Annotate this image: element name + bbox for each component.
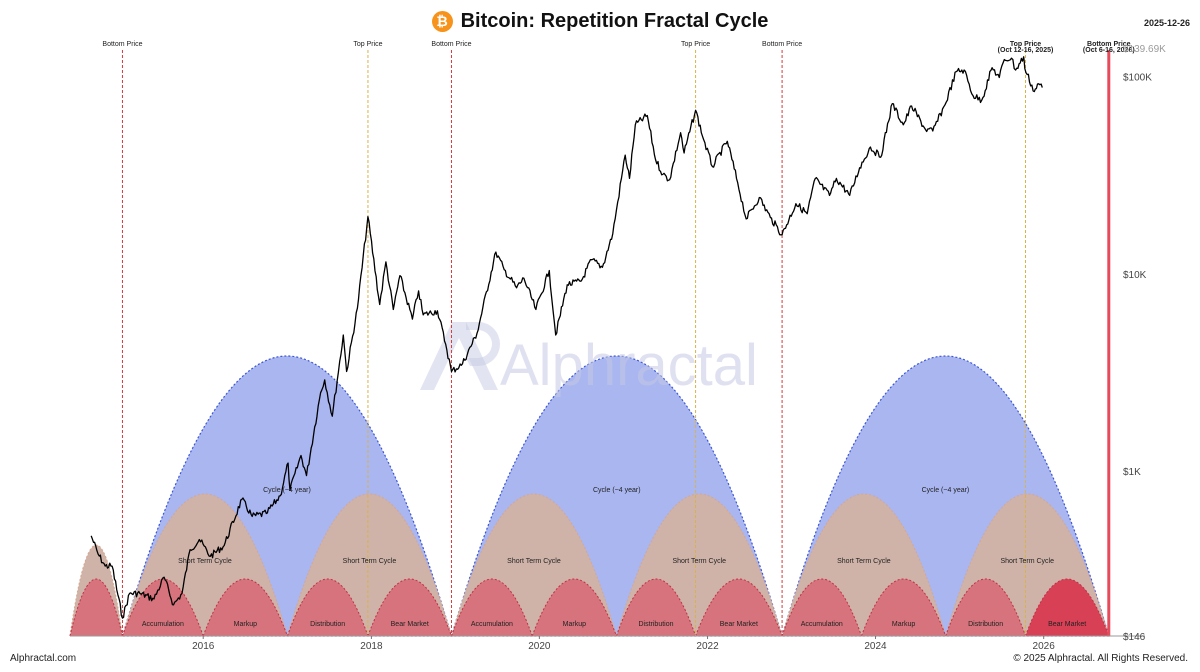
x-tick-label-4: 2022 (696, 641, 719, 652)
marker-label-4: Top Price (681, 41, 710, 48)
phase-arc-6 (450, 578, 533, 637)
phase-label-13: Bear Market (1048, 621, 1086, 628)
footer-copyright: © 2025 Alphractal. All Rights Reserved. (1013, 653, 1188, 664)
phase-arc-11 (860, 578, 947, 637)
phase-label-10: Accumulation (801, 621, 843, 628)
axes: 2016 2018 2020 2022 2024 2026 $139.69K $100K $10… (70, 44, 1166, 652)
phase-arc-1 (69, 578, 124, 637)
phase-label-3: Markup (234, 621, 257, 628)
cycle-label-2: Cycle (~4 year) (593, 487, 641, 494)
x-tick-label-1: 2016 (192, 641, 215, 652)
x-tick-label-5: 2024 (864, 641, 887, 652)
phase-arc-10 (781, 578, 863, 637)
chart-date: 2025-12-26 (1143, 18, 1190, 28)
marker-label-3: Bottom Price (431, 41, 471, 48)
phase-label-7: Markup (563, 621, 586, 628)
x-tick-label-3: 2020 (528, 641, 551, 652)
y-tick-label-1: $139.69K (1123, 44, 1166, 55)
phase-arc-5 (367, 578, 453, 637)
footer-site: Alphractal.com (10, 653, 77, 664)
short-cycle-label-4: Short Term Cycle (507, 558, 561, 565)
x-tick-label-6: 2026 (1033, 641, 1056, 652)
marker-label-7: Bottom Price (1087, 41, 1131, 48)
phase-label-9: Bear Market (720, 621, 758, 628)
phase-label-6: Accumulation (471, 621, 513, 628)
phase-arc-12 (944, 578, 1027, 637)
y-tick-label-4: $1K (1123, 467, 1141, 478)
marker-band-7 (1107, 50, 1111, 636)
phase-label-5: Bear Market (391, 621, 429, 628)
y-tick-label-2: $100K (1123, 73, 1152, 84)
vertical-markers: Bottom Price Top Price Bottom Price Top Pri… (102, 41, 1135, 636)
bitcoin-icon: ₿ (431, 10, 453, 32)
chart-title: Bitcoin: Repetition Fractal Cycle (460, 9, 769, 32)
short-cycle-label-7: Short Term Cycle (1000, 558, 1054, 565)
marker-label-6: Top Price (1010, 41, 1041, 48)
marker-label-5: Bottom Price (762, 41, 802, 48)
y-tick-label-3: $10K (1123, 270, 1147, 281)
phase-label-2: Accumulation (142, 621, 184, 628)
watermark-logo-icon (420, 322, 500, 390)
phase-label-8: Distribution (638, 621, 673, 628)
phase-arc-8 (615, 578, 697, 637)
short-cycle-label-2: Short Term Cycle (178, 558, 232, 565)
phase-arc-4 (286, 578, 369, 637)
cycle-label-3: Cycle (~4 year) (922, 487, 970, 494)
y-tick-label-5: $146 (1123, 632, 1146, 643)
cycle-label-1: Cycle (~4 year) (263, 487, 311, 494)
marker-label-1: Bottom Price (102, 41, 142, 48)
phase-label-12: Distribution (968, 621, 1003, 628)
short-cycle-label-3: Short Term Cycle (343, 558, 397, 565)
marker-label-2: Top Price (353, 41, 382, 48)
short-cycle-label-5: Short Term Cycle (672, 558, 726, 565)
short-cycle-label-6: Short Term Cycle (837, 558, 891, 565)
phase-arc-9 (694, 578, 783, 637)
phase-arc-7 (531, 578, 618, 637)
phase-label-4: Distribution (310, 621, 345, 628)
x-tick-label-2: 2018 (360, 641, 383, 652)
phase-label-11: Markup (892, 621, 915, 628)
cycle-labels: Cycle (~4 year) Cycle (~4 year) Cycle (~4 … (142, 487, 1086, 628)
chart-header: ₿ Bitcoin: Repetition Fractal Cycle (0, 6, 1200, 36)
phase-arc-13 (1024, 578, 1110, 637)
marker-sublabel-6: (Oct 12-16, 2025) (998, 47, 1054, 54)
phase-arcs (69, 578, 1110, 637)
price-line-1 (90, 56, 1043, 619)
marker-sublabel-7: (Oct 6-16, 2026) (1083, 47, 1135, 54)
watermark-text: Alphractal (500, 333, 758, 398)
phase-arc-3 (202, 578, 289, 637)
price-series (90, 56, 1043, 619)
